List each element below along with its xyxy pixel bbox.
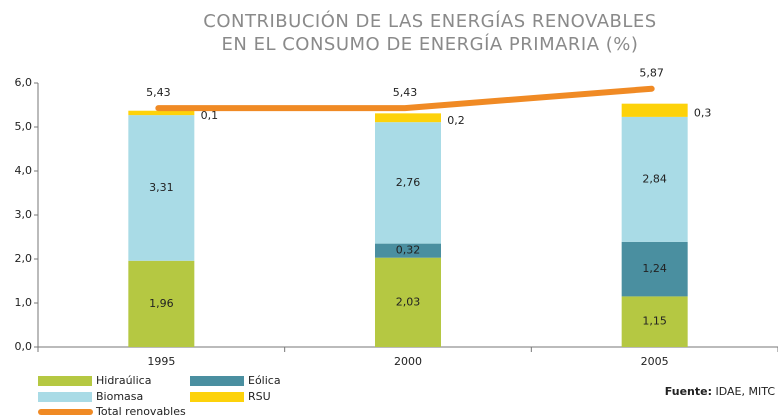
legend-label: Hidraúlica [96, 374, 151, 387]
data-label: 5,43 [146, 86, 171, 99]
bar-segment [375, 243, 441, 258]
data-label: 1,24 [642, 262, 667, 275]
source-text: IDAE, MITC [716, 385, 776, 398]
data-label: 0,32 [396, 244, 421, 257]
legend-label: Total renovables [95, 405, 186, 418]
line [155, 85, 655, 112]
bar-segment [128, 260, 195, 347]
legend-swatch [38, 392, 92, 402]
y-tick-label: 1,0 [15, 296, 33, 309]
y-tick-label: 6,0 [15, 76, 33, 89]
data-label: 1,96 [149, 297, 174, 310]
bar-segment [621, 241, 688, 297]
y-tick-label: 0,0 [15, 340, 33, 353]
data-label: 3,31 [149, 181, 174, 194]
y-tick-label: 5,0 [15, 120, 33, 133]
chart-title: EN EL CONSUMO DE ENERGÍA PRIMARIA (%) [222, 33, 639, 55]
source-label: Fuente: [665, 385, 712, 398]
data-label: 2,76 [396, 176, 421, 189]
bar-segment [375, 257, 441, 347]
bar-segment [375, 113, 441, 123]
legend-label: Eólica [248, 374, 281, 387]
data-label: 0,1 [201, 109, 219, 122]
bar-segment [375, 122, 441, 244]
bar-segment [621, 103, 688, 117]
y-tick-label: 3,0 [15, 208, 33, 221]
legend-swatch [190, 392, 244, 402]
source: Fuente: IDAE, MITC [665, 385, 776, 398]
legend-label: Biomasa [96, 390, 143, 403]
bar-segment [128, 115, 195, 261]
data-label: 1,15 [642, 315, 667, 328]
data-label: 2,03 [396, 295, 421, 308]
x-tick-label: 2005 [641, 355, 669, 368]
data-label: 0,3 [694, 106, 712, 119]
y-tick-label: 4,0 [15, 164, 33, 177]
x-tick-label: 1995 [147, 355, 175, 368]
data-label: 5,43 [393, 86, 418, 99]
y-tick-label: 2,0 [15, 252, 33, 265]
data-label: 2,84 [642, 172, 667, 185]
bar-segment [621, 296, 688, 347]
bar-segment [621, 116, 688, 242]
chart-title: CONTRIBUCIÓN DE LAS ENERGÍAS RENOVABLES [203, 10, 656, 32]
x-tick-label: 2000 [394, 355, 422, 368]
legend-swatch [190, 376, 244, 386]
legend-swatch [38, 376, 92, 386]
data-label: 0,2 [447, 114, 465, 127]
data-label: 5,87 [639, 67, 664, 80]
bar-segment [128, 110, 195, 116]
legend-label: RSU [248, 390, 271, 403]
